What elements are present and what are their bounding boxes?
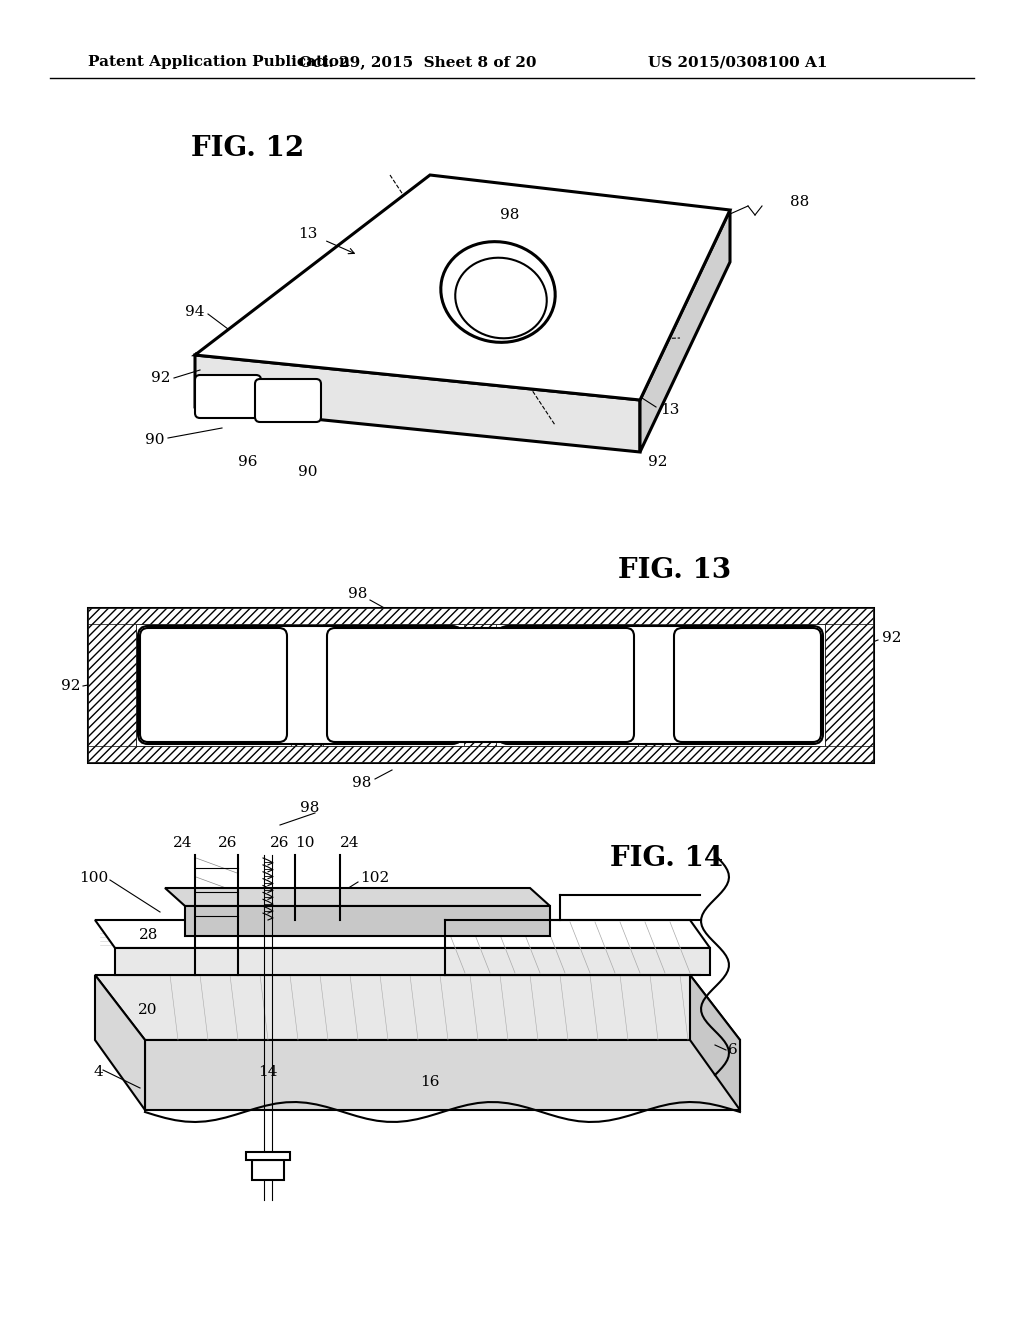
Bar (88, 746, 873, 762)
Text: US 2015/0308100 A1: US 2015/0308100 A1 (648, 55, 827, 69)
Text: 10: 10 (295, 836, 314, 850)
Text: FIG. 12: FIG. 12 (191, 135, 304, 161)
Text: 24: 24 (340, 836, 359, 850)
Text: 90: 90 (145, 433, 165, 447)
FancyBboxPatch shape (138, 626, 462, 744)
Polygon shape (690, 975, 740, 1110)
Text: 92: 92 (882, 631, 901, 645)
Text: 92: 92 (648, 455, 668, 469)
Text: 28: 28 (138, 928, 158, 942)
Text: 16: 16 (420, 1074, 439, 1089)
FancyBboxPatch shape (674, 628, 821, 742)
Text: 90: 90 (298, 465, 317, 479)
Bar (291, 609, 323, 762)
Text: 98: 98 (501, 209, 520, 222)
FancyBboxPatch shape (195, 375, 261, 418)
Text: 28: 28 (372, 923, 391, 937)
Text: 20: 20 (138, 1003, 158, 1016)
Text: 13: 13 (660, 403, 679, 417)
Text: FIG. 14: FIG. 14 (610, 845, 723, 871)
Text: 4: 4 (93, 1065, 102, 1078)
Text: 88: 88 (790, 195, 809, 209)
Bar (638, 609, 670, 762)
Text: 26: 26 (218, 836, 238, 850)
FancyBboxPatch shape (255, 379, 321, 422)
Text: 100: 100 (79, 871, 108, 884)
Text: 92: 92 (151, 371, 170, 385)
Text: 26: 26 (270, 836, 290, 850)
Polygon shape (195, 355, 640, 451)
Bar (252, 1160, 284, 1180)
Polygon shape (640, 210, 730, 451)
Polygon shape (95, 975, 740, 1040)
Polygon shape (195, 176, 730, 400)
Text: 24: 24 (173, 836, 193, 850)
Text: 92: 92 (60, 678, 80, 693)
Text: FIG. 13: FIG. 13 (618, 557, 731, 585)
Ellipse shape (440, 242, 555, 342)
Bar (88, 609, 873, 624)
Bar (88, 609, 136, 762)
Text: 6: 6 (728, 1043, 737, 1057)
Text: ~: ~ (155, 680, 165, 693)
Text: 90: 90 (648, 678, 668, 693)
Polygon shape (185, 906, 550, 936)
Polygon shape (115, 948, 710, 975)
Text: 14: 14 (258, 1065, 278, 1078)
Text: 98: 98 (352, 776, 372, 789)
Text: 96: 96 (239, 455, 258, 469)
FancyBboxPatch shape (498, 626, 823, 744)
Bar (246, 1152, 290, 1160)
Text: ~: ~ (639, 680, 649, 693)
Text: 102: 102 (360, 871, 389, 884)
Text: 98: 98 (300, 801, 319, 814)
FancyBboxPatch shape (327, 628, 634, 742)
Bar (464, 609, 496, 762)
Polygon shape (165, 888, 550, 906)
Bar (825, 609, 873, 762)
Text: 13: 13 (298, 227, 317, 242)
Bar (88, 609, 873, 762)
Text: 90: 90 (173, 678, 193, 693)
Polygon shape (95, 920, 710, 948)
Bar (88, 746, 873, 762)
Text: 94: 94 (185, 305, 205, 319)
Text: 98: 98 (348, 587, 368, 601)
Bar (88, 609, 873, 624)
FancyBboxPatch shape (140, 628, 287, 742)
Text: Patent Application Publication: Patent Application Publication (88, 55, 350, 69)
Text: Oct. 29, 2015  Sheet 8 of 20: Oct. 29, 2015 Sheet 8 of 20 (299, 55, 537, 69)
Polygon shape (95, 975, 145, 1110)
Polygon shape (145, 1040, 740, 1110)
Bar (88, 609, 136, 762)
Bar (825, 609, 873, 762)
